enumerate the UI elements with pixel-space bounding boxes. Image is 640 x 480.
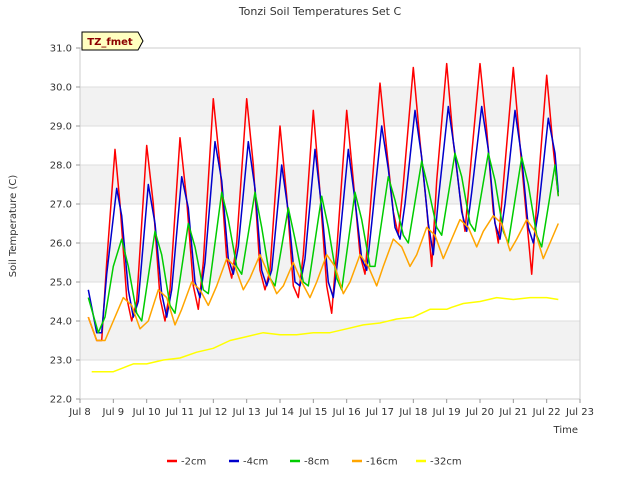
legend-label: -16cm bbox=[366, 457, 398, 468]
plot-band bbox=[80, 165, 580, 204]
y-tick-label: 22.0 bbox=[50, 395, 72, 406]
y-tick-label: 23.0 bbox=[50, 356, 72, 367]
plot-band bbox=[80, 243, 580, 282]
x-tick-label: Jul 8 bbox=[68, 407, 91, 418]
x-tick-label: Jul 16 bbox=[332, 407, 361, 418]
y-tick-label: 29.0 bbox=[50, 122, 72, 133]
x-tick-label: Jul 19 bbox=[432, 407, 461, 418]
series-line bbox=[87, 214, 559, 342]
y-axis-ticks: 22.0 23.0 24.0 25.0 26.0 27.0 28.0 29.0 30.0 31.0 bbox=[50, 44, 80, 406]
series-line bbox=[87, 62, 560, 342]
x-tick-label: Jul 13 bbox=[232, 407, 261, 418]
x-tick-label: Jul 11 bbox=[165, 407, 194, 418]
y-tick-label: 24.0 bbox=[50, 317, 72, 328]
plot-area-frame bbox=[79, 47, 581, 400]
x-tick-label: Jul 15 bbox=[298, 407, 327, 418]
site-label: TZ_fmet bbox=[87, 37, 133, 48]
x-tick-label: Jul 9 bbox=[102, 407, 125, 418]
chart-title: Tonzi Soil Temperatures Set C bbox=[238, 5, 402, 18]
x-tick-label: Jul 17 bbox=[365, 407, 394, 418]
x-tick-label: Jul 18 bbox=[398, 407, 427, 418]
legend-label: -32cm bbox=[430, 457, 462, 468]
y-tick-label: 25.0 bbox=[50, 278, 72, 289]
x-tick-label: Jul 20 bbox=[465, 407, 494, 418]
y-axis-label: Soil Temperature (C) bbox=[8, 175, 19, 278]
x-axis-ticks: Jul 8 Jul 9 Jul 10 Jul 11 Jul 12 Jul 13 Jul 14… bbox=[68, 399, 594, 418]
x-axis-label: Time bbox=[553, 425, 578, 436]
series-line bbox=[87, 105, 560, 334]
plot-band bbox=[80, 321, 580, 360]
legend-label: -8cm bbox=[304, 457, 329, 468]
y-tick-label: 31.0 bbox=[50, 44, 72, 55]
series-line bbox=[87, 152, 560, 334]
x-tick-label: Jul 22 bbox=[532, 407, 561, 418]
y-tick-label: 30.0 bbox=[50, 83, 72, 94]
x-tick-label: Jul 10 bbox=[132, 407, 161, 418]
series-line bbox=[91, 296, 559, 373]
x-tick-label: Jul 21 bbox=[498, 407, 527, 418]
plot-background-bands bbox=[80, 48, 580, 399]
y-tick-label: 26.0 bbox=[50, 239, 72, 250]
y-tick-label: 27.0 bbox=[50, 200, 72, 211]
legend-label: -4cm bbox=[243, 457, 268, 468]
legend: -2cm -4cm -8cm -16cm -32cm bbox=[167, 457, 462, 468]
site-label-box: TZ_fmet bbox=[81, 31, 144, 51]
x-tick-label: Jul 23 bbox=[565, 407, 594, 418]
x-tick-label: Jul 12 bbox=[198, 407, 227, 418]
y-tick-label: 28.0 bbox=[50, 161, 72, 172]
x-tick-label: Jul 14 bbox=[265, 407, 294, 418]
series-lines bbox=[87, 62, 560, 373]
legend-label: -2cm bbox=[181, 457, 206, 468]
plot-band bbox=[80, 87, 580, 126]
